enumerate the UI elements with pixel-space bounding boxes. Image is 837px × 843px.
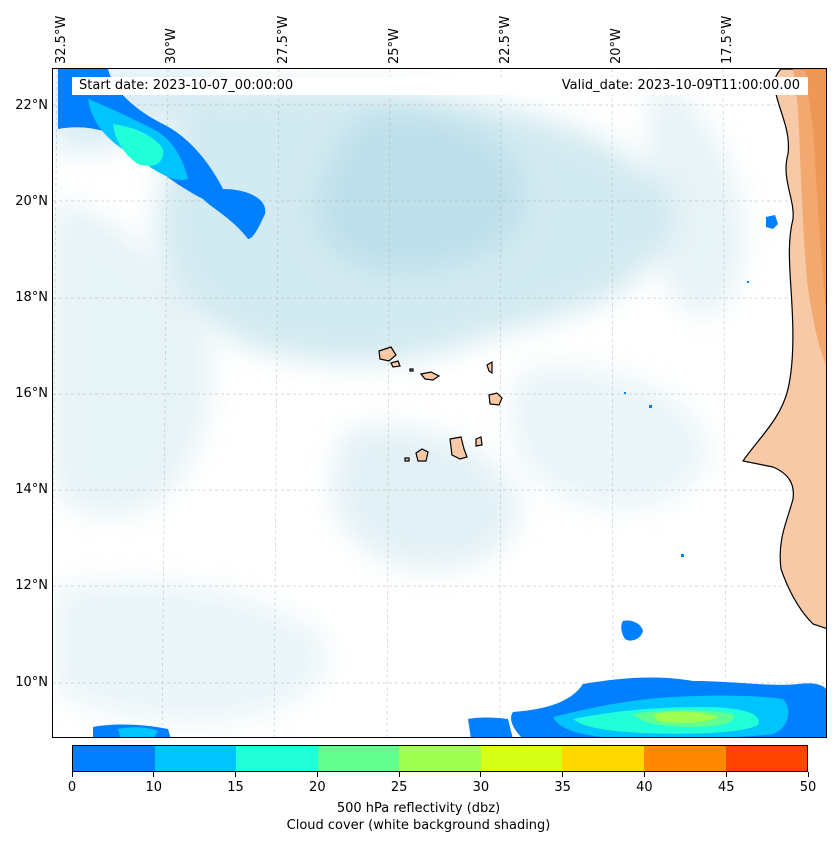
reflectivity-small-cells bbox=[621, 215, 778, 641]
lon-label-27-5w: 27.5°W bbox=[276, 15, 291, 64]
colorbar-tick-label: 10 bbox=[145, 780, 163, 795]
reflectivity-south-band bbox=[93, 677, 826, 737]
colorbar-segment bbox=[725, 746, 808, 771]
colorbar-segment bbox=[643, 746, 726, 771]
lat-label-16n: 16°N bbox=[15, 386, 48, 401]
reflectivity-nw-band bbox=[58, 69, 266, 239]
colorbar-segment bbox=[73, 746, 155, 771]
lon-label-22-5w: 22.5°W bbox=[498, 15, 513, 64]
lat-label-20n: 20°N bbox=[15, 194, 48, 209]
colorbar-tick bbox=[71, 772, 73, 777]
lon-label-32-5w: 32.5°W bbox=[54, 15, 69, 64]
land-africa bbox=[741, 69, 826, 629]
colorbar-tick bbox=[153, 772, 155, 777]
colorbar bbox=[72, 745, 808, 772]
colorbar-tick-label: 50 bbox=[799, 780, 817, 795]
colorbar-tick-label: 45 bbox=[717, 780, 735, 795]
colorbar-tick-label: 40 bbox=[636, 780, 653, 795]
map-canvas bbox=[53, 69, 826, 737]
colorbar-label-line1: 500 hPa reflectivity (dbz) bbox=[336, 801, 501, 816]
lat-label-18n: 18°N bbox=[15, 290, 48, 305]
colorbar-tick-label: 20 bbox=[309, 780, 326, 795]
lon-label-30w: 30°W bbox=[164, 28, 179, 64]
colorbar-tick-label: 0 bbox=[67, 780, 77, 795]
lat-label-10n: 10°N bbox=[15, 675, 48, 690]
colorbar-segment bbox=[399, 746, 481, 771]
colorbar-segment bbox=[317, 746, 400, 771]
colorbar-tick-label: 30 bbox=[472, 780, 490, 795]
lon-label-20w: 20°W bbox=[609, 28, 624, 64]
lat-label-14n: 14°N bbox=[15, 482, 48, 497]
colorbar-tick-label: 15 bbox=[227, 780, 244, 795]
colorbar-tick bbox=[235, 772, 237, 777]
colorbar-tick bbox=[725, 772, 727, 777]
info-bar bbox=[72, 77, 808, 95]
colorbar-tick bbox=[480, 772, 482, 777]
cape-verde-islands bbox=[378, 346, 503, 462]
lon-label-25w: 25°W bbox=[387, 28, 402, 64]
colorbar-tick bbox=[807, 772, 809, 777]
colorbar-tick bbox=[562, 772, 564, 777]
start-date-label: Start date: 2023-10-07_00:00:00 bbox=[79, 78, 294, 93]
colorbar-tick bbox=[643, 772, 645, 777]
valid-date-label: Valid_date: 2023-10-09T11:00:00.00 bbox=[561, 78, 800, 93]
colorbar-tick-label: 25 bbox=[390, 780, 408, 795]
colorbar-tick bbox=[316, 772, 318, 777]
colorbar-tick-label: 35 bbox=[554, 780, 571, 795]
lat-label-22n: 22°N bbox=[15, 98, 48, 113]
colorbar-segment bbox=[480, 746, 563, 771]
colorbar-segment bbox=[154, 746, 237, 771]
colorbar-segment bbox=[236, 746, 318, 771]
colorbar-label-line2: Cloud cover (white background shading) bbox=[286, 818, 551, 833]
lon-label-17-5w: 17.5°W bbox=[720, 15, 735, 64]
colorbar-segment bbox=[562, 746, 644, 771]
colorbar-tick bbox=[398, 772, 400, 777]
graticule bbox=[53, 69, 826, 737]
lat-label-12n: 12°N bbox=[15, 578, 48, 593]
map-panel[interactable] bbox=[52, 68, 827, 738]
